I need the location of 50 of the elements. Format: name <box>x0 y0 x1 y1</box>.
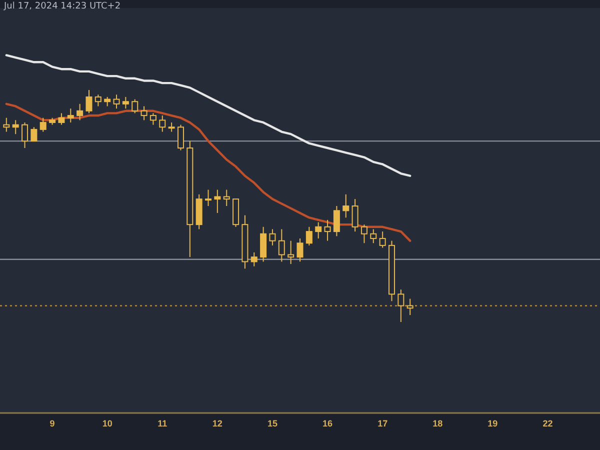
candlestick <box>360 224 368 244</box>
candlestick <box>122 96 129 110</box>
candlestick <box>342 194 350 218</box>
candlestick <box>406 298 414 316</box>
x-tick-label: 19 <box>488 418 498 428</box>
x-tick-label: 10 <box>102 418 112 428</box>
candlestick <box>324 219 331 242</box>
candlestick <box>306 226 312 246</box>
candlestick <box>269 228 276 246</box>
candlestick <box>288 240 294 264</box>
candlestick <box>76 103 84 121</box>
candlestick <box>30 126 38 142</box>
candlestick <box>22 122 28 148</box>
candlestick <box>315 222 322 239</box>
x-tick-label: 17 <box>378 418 388 428</box>
x-tick-label: 12 <box>212 418 222 428</box>
candlestick <box>379 231 386 248</box>
text: Jul 17, 2024 14:23 UTC+2 <box>3 1 121 12</box>
candlestick <box>398 289 404 322</box>
candlestick <box>223 189 230 206</box>
candlestick <box>40 117 46 132</box>
x-tick-label: 9 <box>50 418 55 428</box>
candlestick <box>177 124 184 151</box>
candlestick <box>205 189 212 206</box>
candlestick <box>333 206 340 237</box>
candlestick <box>113 94 120 110</box>
x-tick-label: 18 <box>432 418 443 428</box>
candlestick <box>370 228 377 244</box>
candlestick <box>140 106 148 121</box>
candlestick <box>296 238 304 262</box>
x-tick-label: 16 <box>322 418 333 428</box>
candlestick <box>58 112 65 126</box>
candlestick <box>278 228 285 262</box>
x-tick-label: 11 <box>158 418 168 428</box>
candlestick <box>352 198 358 232</box>
candlestick <box>250 252 258 267</box>
candlestick <box>214 189 221 214</box>
candlestick <box>168 122 175 132</box>
candlestick <box>86 90 92 114</box>
x-tick-label: 15 <box>267 418 278 428</box>
candlestick <box>150 112 156 126</box>
candlestick <box>104 96 111 107</box>
candlestick <box>260 226 267 262</box>
x-tick-label: 22 <box>542 418 553 428</box>
candlestick <box>132 98 138 114</box>
candlestick <box>94 94 102 107</box>
candlestick <box>3 117 10 132</box>
candlestick <box>67 108 74 123</box>
candlestick <box>12 120 19 135</box>
candlestick <box>159 115 166 132</box>
